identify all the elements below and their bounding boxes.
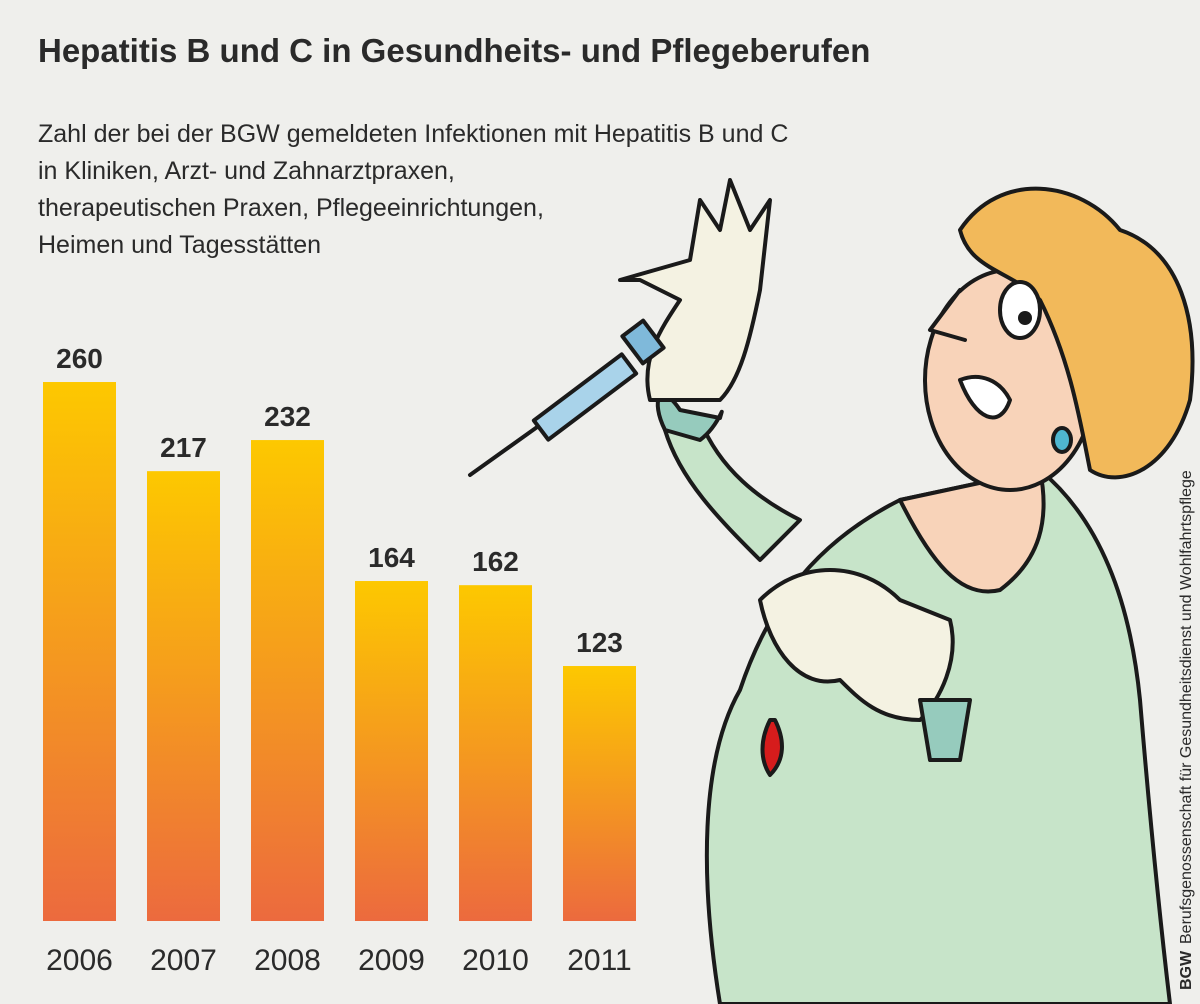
x-tick-label: 2006 (46, 944, 113, 977)
subtitle-line: Zahl der bei der BGW gemeldeten Infektio… (38, 120, 788, 148)
bar (355, 581, 428, 921)
value-label: 123 (576, 627, 623, 658)
subtitle-line: Heimen und Tagesstätten (38, 231, 321, 259)
x-tick-label: 2007 (150, 944, 217, 977)
source-text: Berufsgenossenschaft für Gesundheitsdien… (1178, 470, 1195, 944)
bar (251, 440, 324, 921)
value-label: 260 (56, 343, 103, 374)
bar (563, 666, 636, 921)
value-label: 164 (368, 542, 415, 573)
subtitle-line: therapeutischen Praxen, Pflegeeinrichtun… (38, 194, 544, 222)
x-tick-label: 2011 (567, 944, 632, 977)
bar (459, 585, 532, 921)
x-tick-label: 2008 (254, 944, 321, 977)
chart-title: Hepatitis B und C in Gesundheits- und Pf… (38, 32, 870, 69)
bar (43, 382, 116, 921)
bars: 260 2006 217 2007 232 2008 164 2009 162 2010 123 20… (43, 343, 636, 977)
value-label: 232 (264, 401, 311, 432)
value-label: 217 (160, 432, 207, 463)
x-tick-label: 2009 (358, 944, 425, 977)
source-logo: BGW (1178, 950, 1195, 990)
subtitle: Zahl der bei der BGW gemeldeten Infektio… (38, 120, 788, 259)
value-label: 162 (472, 546, 519, 577)
illustration (468, 178, 1195, 1004)
x-tick-label: 2010 (462, 944, 529, 977)
subtitle-line: in Kliniken, Arzt- und Zahnarztpraxen, (38, 157, 455, 185)
source: BGW Berufsgenossenschaft für Gesundheits… (1178, 470, 1195, 990)
bar (147, 471, 220, 921)
